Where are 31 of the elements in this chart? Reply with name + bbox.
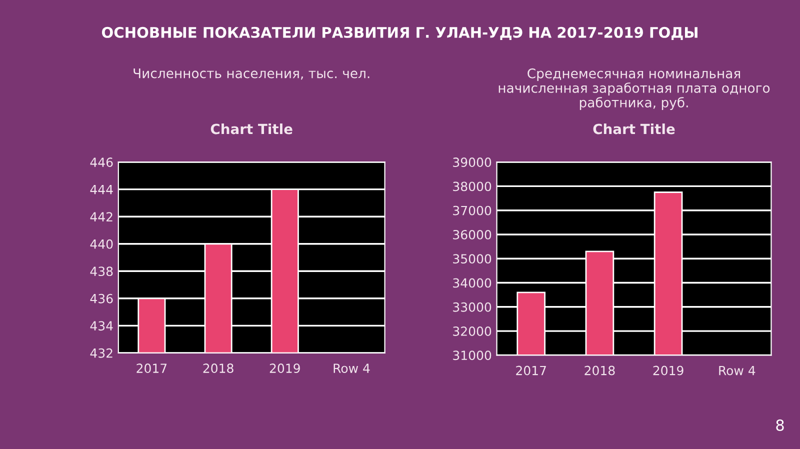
x-tick-label: 2018 [203,364,234,374]
y-tick-label: 36000 [453,230,492,240]
y-tick-label: 31000 [453,350,492,360]
x-tick-label: 2019 [653,366,684,376]
chart-title: Chart Title [593,123,675,134]
y-tick-label: 436 [90,294,113,304]
y-tick-label: 440 [90,239,113,249]
y-tick-label: 442 [90,212,112,222]
y-tick-label: 35000 [453,254,492,264]
chart-subtitle: Численность населения, тыс. чел. [134,68,370,80]
y-tick-label: 34000 [453,278,492,288]
text: ОСНОВНЫЕ ПОКАЗАТЕЛИ РАЗВИТИЯ Г. УЛАН-УДЭ НА 2017-2019 ГОДЫ [102,26,698,40]
y-tick-label: 32000 [453,326,492,336]
y-tick-label: 434 [90,321,113,331]
x-tick-label: Row 4 [719,366,756,376]
x-tick-label: 2017 [516,366,546,376]
y-tick-label: 33000 [453,302,492,312]
y-tick-label: 39000 [453,158,492,168]
x-tick-label: Row 4 [334,364,370,374]
y-tick-label: 438 [90,266,113,276]
chart-title: Chart Title [210,123,292,134]
y-tick-label: 37000 [453,206,492,216]
y-tick-label: 432 [90,348,112,358]
y-tick-label: 446 [90,158,113,168]
y-tick-label: 38000 [453,182,492,192]
x-tick-label: 2019 [270,364,300,374]
chart-subtitle: Среднемесячная номинальная начисленная заработная плата одного работника, руб. [498,68,770,110]
x-tick-label: 2018 [584,366,615,376]
text: 8 [776,419,784,431]
x-tick-label: 2017 [136,364,167,374]
y-tick-label: 444 [90,184,113,194]
